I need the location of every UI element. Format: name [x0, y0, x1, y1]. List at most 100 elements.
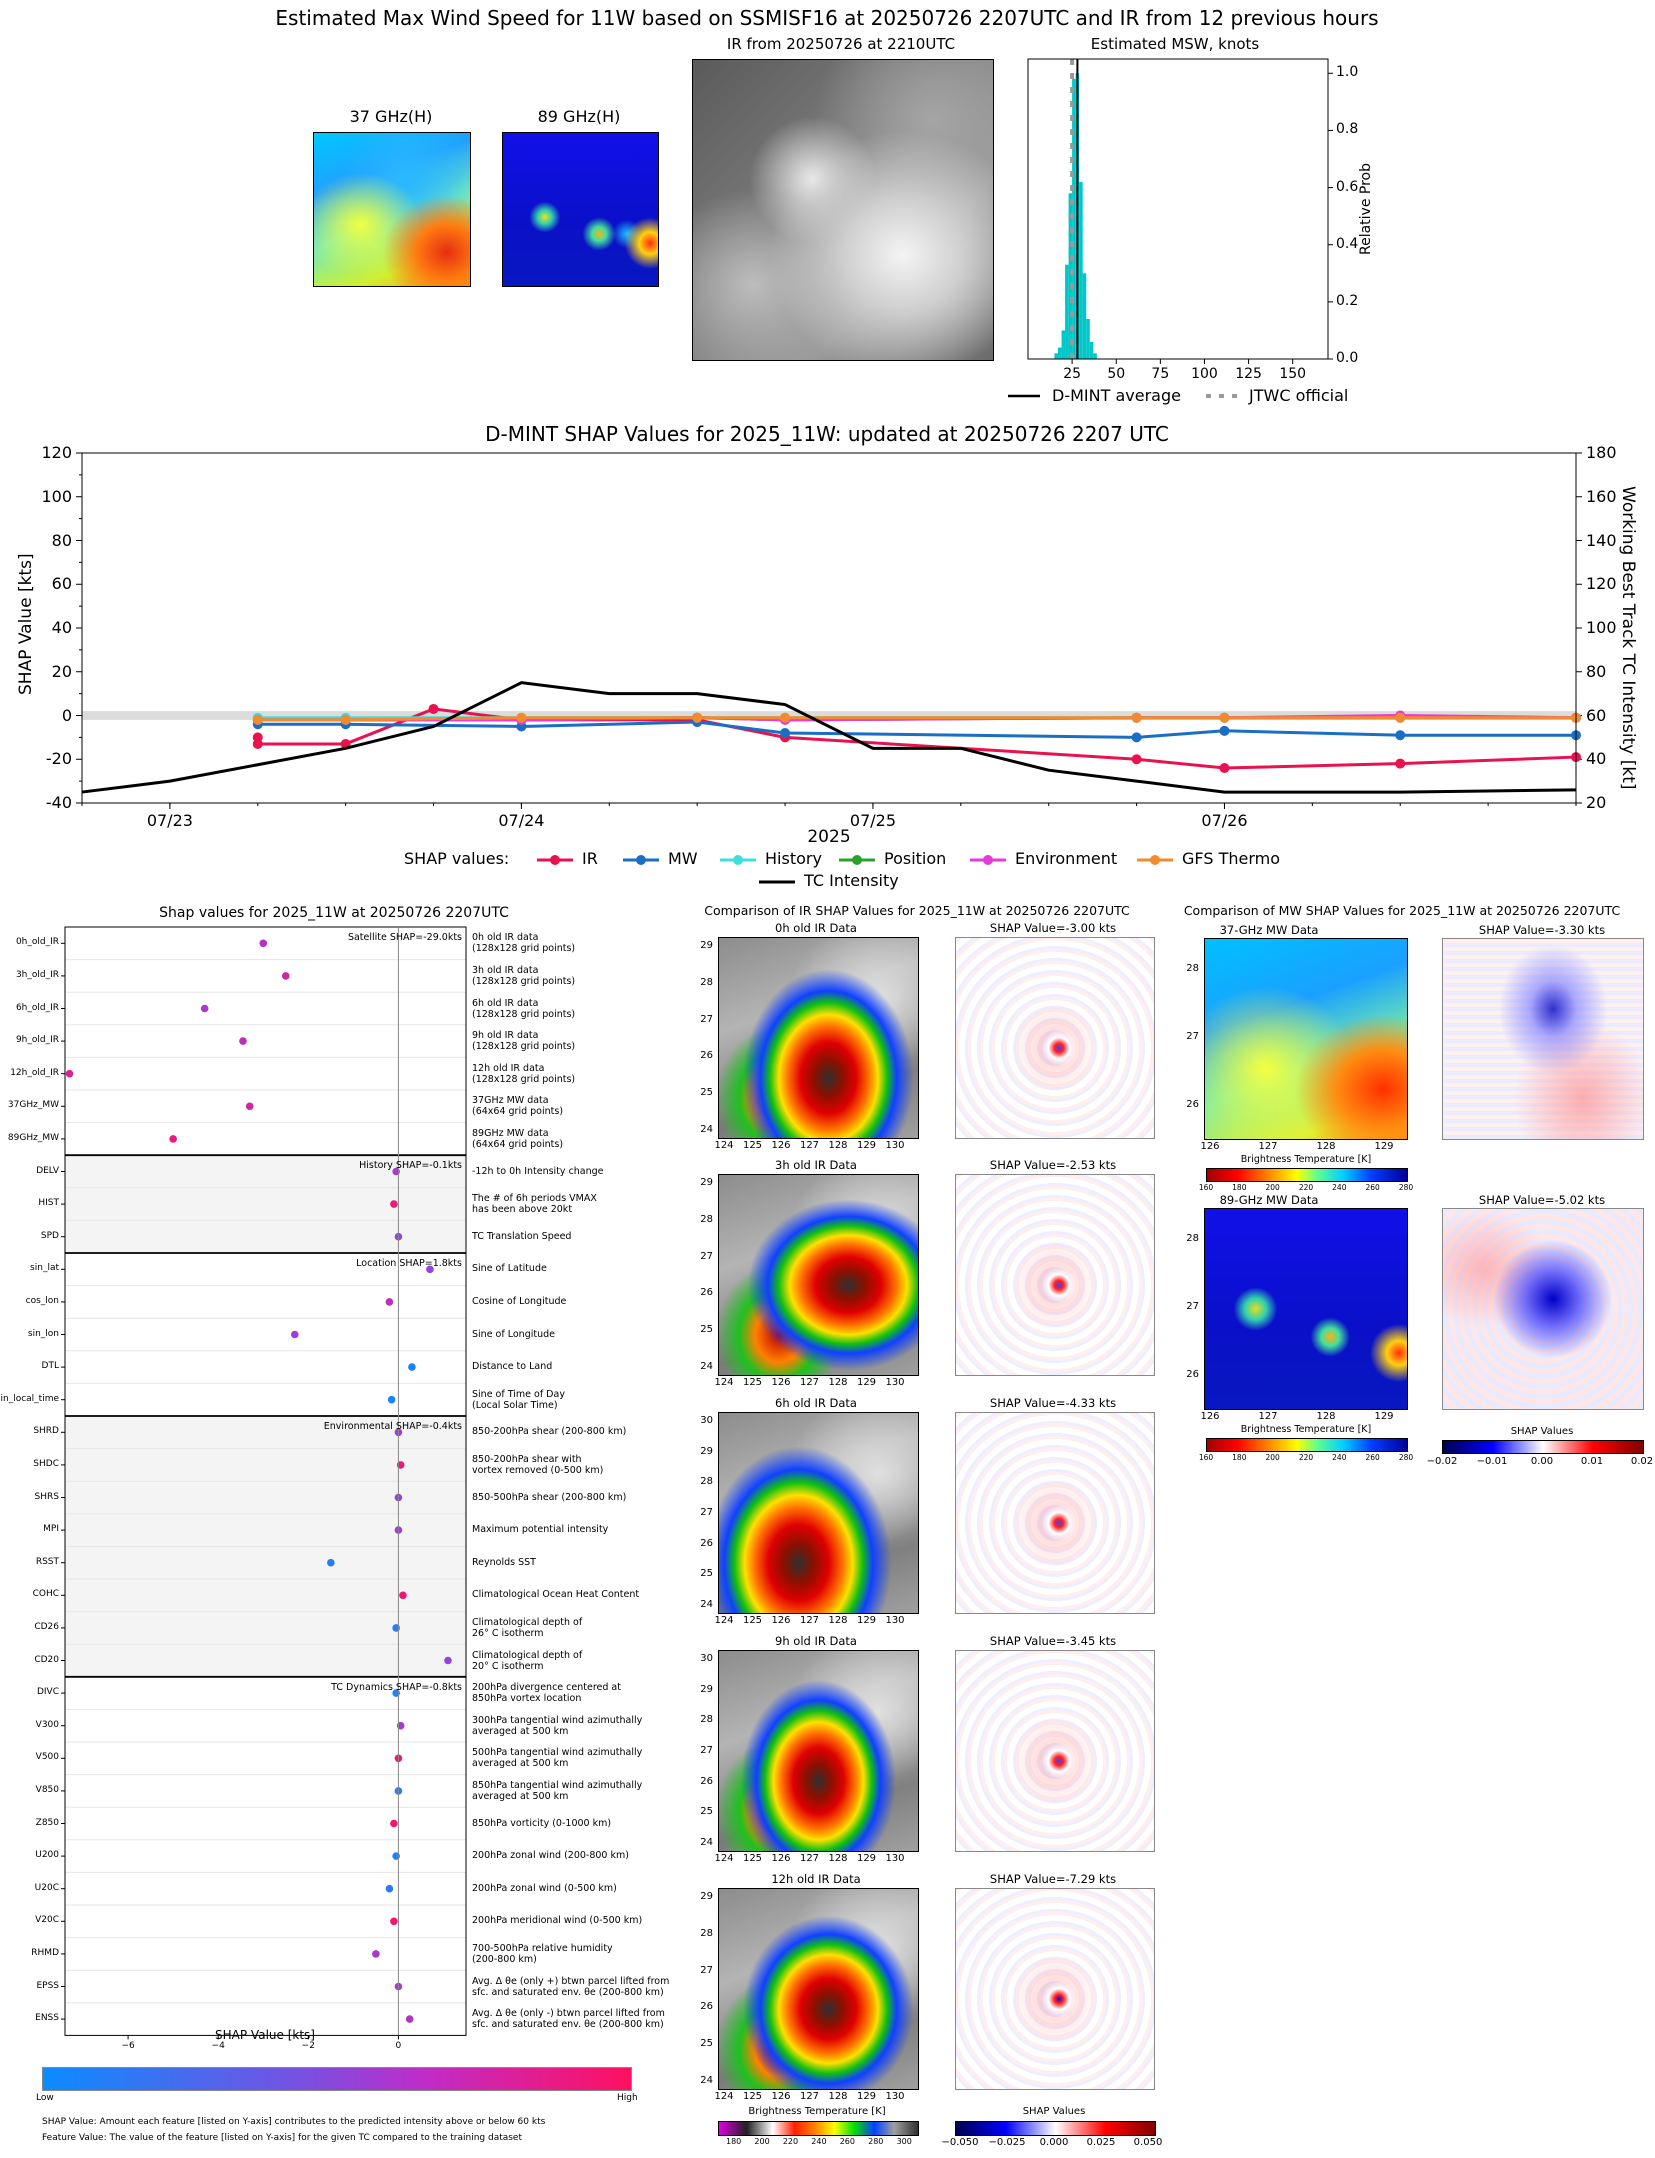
hist-bar: [1082, 273, 1087, 359]
shap-note-2: Feature Value: The value of the feature …: [42, 2133, 523, 2143]
shap-feature-desc: Sine of Time of Day (Local Solar Time): [472, 1388, 565, 1411]
shap-feature-desc: Sine of Longitude: [472, 1328, 555, 1340]
shap-feature-desc: 3h old IR data (128x128 grid points): [472, 964, 576, 987]
ir-lon-tick: 128: [828, 1853, 848, 1864]
shap-feature-desc: Maximum potential intensity: [472, 1524, 609, 1536]
ts-intensity-line: [81, 681, 1577, 794]
ir-panel-shap-value: SHAP Value=-2.53 kts: [989, 1158, 1117, 1172]
shap-feature-desc: 200hPa divergence centered at 850hPa vor…: [472, 1682, 621, 1705]
shap-point: [385, 1884, 394, 1893]
ir-title: IR from 20250726 at 2210UTC: [726, 35, 956, 53]
shap-feature-desc: 850-500hPa shear (200-800 km): [472, 1491, 627, 1503]
mw-cbar-bt: [1206, 1438, 1408, 1452]
hist-frame: [1027, 58, 1329, 360]
shap-feature-desc: Climatological depth of 20° C isotherm: [472, 1649, 583, 1672]
ts-point-gfs: [516, 712, 527, 723]
ir-lat-tick: 27: [700, 1507, 713, 1518]
ir-lon-tick: 125: [742, 2091, 763, 2102]
ts-legend-prefix: SHAP values:: [404, 849, 510, 868]
ir-lat-tick: 24: [700, 1599, 713, 1610]
ir-lat-tick: 26: [700, 1775, 713, 1787]
shap-panel-title: Shap values for 2025_11W at 20250726 220…: [159, 905, 509, 921]
hist-bar: [1058, 347, 1062, 359]
shap-feature-name: cos_lon: [25, 1295, 59, 1306]
shap-point: [444, 1656, 452, 1665]
mw-panel-label: 37-GHz MW Data: [1219, 923, 1319, 937]
shap-feature-desc: Climatological Ocean Heat Content: [472, 1589, 640, 1601]
mw-cbar-bt-label: Brightness Temperature [K]: [1240, 1154, 1372, 1165]
shap-group-label: TC Dynamics SHAP=-0.8kts: [331, 1681, 462, 1693]
mw-cbar-bt-tick: 160: [1198, 1453, 1214, 1462]
ir-lon-tick: 129: [856, 1853, 877, 1864]
ir-lon-tick: 126: [771, 1853, 791, 1864]
ts-ytick-right-label: 80: [1586, 661, 1607, 681]
shap-point: [399, 1591, 407, 1600]
zero-band: [82, 711, 1576, 720]
ir-lat-tick: 27: [700, 1250, 713, 1262]
mw-lon-tick: 126: [1200, 1141, 1220, 1152]
shap-feature-desc: 6h old IR data (128x128 grid points): [472, 997, 576, 1020]
ir-lat-tick: 24: [700, 1124, 713, 1135]
ir-panel-shap-image: [955, 1888, 1155, 2090]
ir-panel-shap-image: [955, 937, 1155, 1139]
ir-lat-tick: 26: [700, 2001, 713, 2013]
ir-lon-tick: 124: [714, 1140, 734, 1151]
hist-svg: [1027, 58, 1333, 364]
shap-feature-desc: 500hPa tangential wind azimuthally avera…: [472, 1747, 643, 1770]
ts-ytick-right-label: 180: [1586, 443, 1617, 462]
ts-legend-dot-environment: [983, 855, 993, 865]
hist-title: Estimated MSW, knots: [1090, 35, 1260, 53]
ir-cbar-bt: [718, 2121, 919, 2136]
shap-frame: [64, 926, 467, 2036]
ir-lon-tick: 125: [742, 1615, 763, 1626]
shap-feature-desc: 700-500hPa relative humidity (200-800 km…: [472, 1942, 613, 1965]
ir-lat-tick: 24: [700, 2075, 713, 2086]
hist-bar: [1065, 264, 1069, 359]
shap-feature-name: sin_lon: [27, 1328, 59, 1339]
ts-xlabel: 2025: [807, 827, 851, 847]
shap-feature-name: MPI: [43, 1524, 59, 1535]
ir-lat-tick: 26: [700, 1287, 713, 1299]
ir-lat-tick: 25: [700, 2038, 713, 2050]
mw-lon-tick: 129: [1374, 1411, 1394, 1422]
ts-point-gfs: [252, 714, 263, 725]
hist-ytick-label: 0.6: [1336, 178, 1359, 195]
ts-ytick-right-label: 40: [1586, 749, 1607, 769]
ir-lon-tick: 124: [714, 1853, 734, 1864]
ts-point-mw: [1395, 730, 1406, 741]
ir-lat-tick: 29: [700, 1683, 713, 1695]
ir-panel-label: 6h old IR Data: [775, 1396, 857, 1410]
ts-legend-dot-history: [733, 855, 743, 865]
ts-point-ir: [1219, 763, 1230, 773]
ir-lon-tick: 125: [742, 1377, 763, 1388]
ir-panel-shap-value: SHAP Value=-7.29 kts: [989, 1872, 1117, 1886]
shap-feature-desc: Sine of Latitude: [472, 1263, 547, 1275]
shap-feature-name: CD26: [34, 1621, 59, 1632]
ts-ytick-right-label: 120: [1586, 574, 1617, 594]
ir-lon-tick: 127: [799, 1853, 820, 1864]
ir-cbar-shap-label: SHAP Values: [1022, 2106, 1086, 2117]
mw-cbar-shap-tick: 0.02: [1630, 1456, 1654, 1467]
shap-feature-name: RHMD: [31, 1947, 59, 1958]
ir-lon-tick: 124: [714, 2091, 734, 2102]
shap-feature-name: COHC: [32, 1589, 59, 1600]
mw-cbar-shap-tick: 0.01: [1580, 1456, 1604, 1467]
hist-xtick-label: 150: [1279, 366, 1307, 382]
mw-cbar-bt-tick: 240: [1332, 1183, 1347, 1192]
mw37-image: [313, 132, 471, 287]
shap-point: [385, 1298, 394, 1306]
shap-point: [281, 972, 290, 980]
ir-panel-shap-value: SHAP Value=-3.45 kts: [989, 1634, 1117, 1648]
mw-lon-tick: 129: [1374, 1141, 1394, 1152]
shap-feature-name: SHRS: [34, 1491, 59, 1502]
ir-lon-tick: 130: [885, 1140, 905, 1151]
ts-ytick-left-label: 40: [51, 618, 72, 637]
shap-point: [259, 939, 268, 948]
mw-lon-tick: 128: [1316, 1411, 1336, 1422]
shap-feature-name: V300: [35, 1719, 59, 1730]
ir-cbar-bt-tick: 240: [811, 2137, 827, 2146]
mw-cbar-shap-label: SHAP Values: [1510, 1426, 1574, 1437]
ts-point-gfs: [780, 712, 791, 723]
ts-legend-label-history: History: [765, 849, 822, 868]
ir-lon-tick: 126: [771, 1615, 791, 1626]
